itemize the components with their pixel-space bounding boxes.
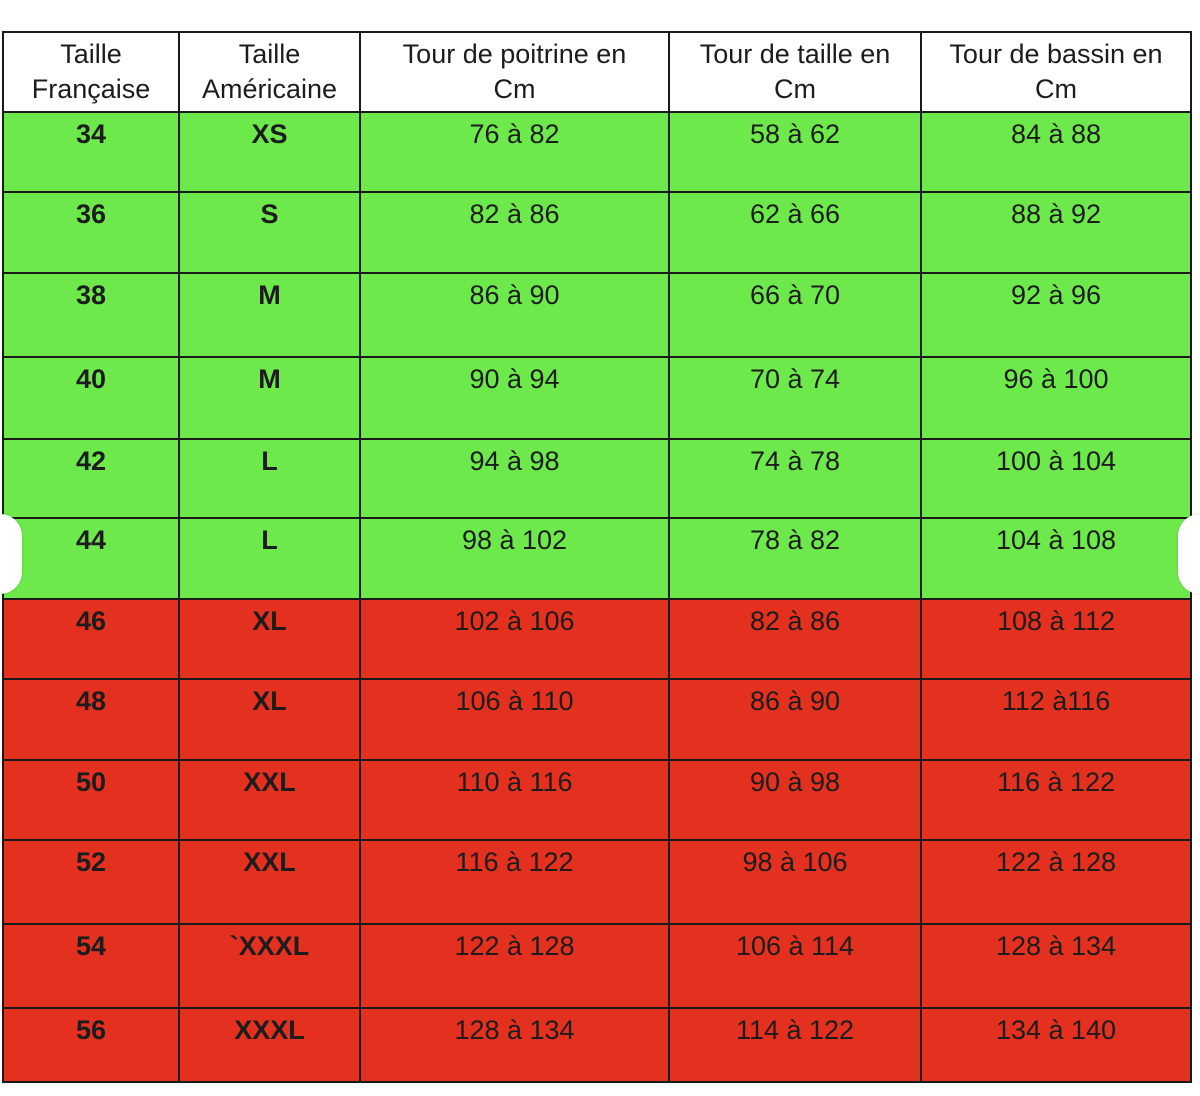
header-row: Taille Française Taille Américaine Tour …	[2, 31, 1192, 113]
size-chart-table: Taille Française Taille Américaine Tour …	[2, 31, 1192, 1083]
table-row: 42 L 94 à 98 74 à 78 100 à 104	[2, 438, 1192, 519]
cell-tour-de-bassin: 128 à 134	[920, 923, 1192, 1009]
cell-tour-de-taille: 114 à 122	[668, 1007, 922, 1083]
cell-taille-americaine: XXL	[178, 839, 361, 925]
cell-tour-de-bassin: 100 à 104	[920, 438, 1192, 519]
cell-taille-francaise: 50	[2, 759, 180, 841]
cell-tour-de-poitrine: 94 à 98	[359, 438, 670, 519]
header-line: Tour de poitrine en	[402, 39, 627, 69]
cell-tour-de-bassin: 108 à 112	[920, 598, 1192, 680]
header-line: Américaine	[201, 74, 338, 104]
cell-tour-de-poitrine: 106 à 110	[359, 678, 670, 761]
header-line: Cm	[1035, 74, 1077, 104]
cell-taille-francaise: 42	[2, 438, 180, 519]
table-row: 38 M 86 à 90 66 à 70 92 à 96	[2, 272, 1192, 358]
cell-tour-de-taille: 66 à 70	[668, 272, 922, 358]
cell-tour-de-taille: 106 à 114	[668, 923, 922, 1009]
cell-tour-de-taille: 70 à 74	[668, 356, 922, 440]
cell-tour-de-taille: 90 à 98	[668, 759, 922, 841]
cell-tour-de-taille: 86 à 90	[668, 678, 922, 761]
cell-taille-americaine: M	[178, 356, 361, 440]
cell-tour-de-taille: 58 à 62	[668, 111, 922, 193]
cell-tour-de-poitrine: 86 à 90	[359, 272, 670, 358]
cell-taille-americaine: XS	[178, 111, 361, 193]
cell-tour-de-bassin: 134 à 140	[920, 1007, 1192, 1083]
header-tour-de-bassin: Tour de bassin en Cm	[920, 31, 1192, 113]
table-row: 34 XS 76 à 82 58 à 62 84 à 88	[2, 111, 1192, 193]
cell-tour-de-bassin: 88 à 92	[920, 191, 1192, 274]
cell-tour-de-poitrine: 82 à 86	[359, 191, 670, 274]
cell-taille-francaise: 48	[2, 678, 180, 761]
cell-tour-de-poitrine: 110 à 116	[359, 759, 670, 841]
cell-tour-de-taille: 74 à 78	[668, 438, 922, 519]
cell-taille-francaise: 40	[2, 356, 180, 440]
header-tour-de-poitrine: Tour de poitrine en Cm	[359, 31, 670, 113]
cell-taille-francaise: 36	[2, 191, 180, 274]
table-row: 54 `XXXL 122 à 128 106 à 114 128 à 134	[2, 923, 1192, 1009]
previous-image-handle[interactable]	[0, 514, 22, 594]
table-row: 40 M 90 à 94 70 à 74 96 à 100	[2, 356, 1192, 440]
cell-tour-de-taille: 62 à 66	[668, 191, 922, 274]
cell-tour-de-poitrine: 76 à 82	[359, 111, 670, 193]
cell-tour-de-taille: 78 à 82	[668, 517, 922, 600]
cell-taille-americaine: M	[178, 272, 361, 358]
table-row: 50 XXL 110 à 116 90 à 98 116 à 122	[2, 759, 1192, 841]
header-line: Française	[31, 74, 151, 104]
cell-tour-de-bassin: 92 à 96	[920, 272, 1192, 358]
header-taille-americaine: Taille Américaine	[178, 31, 361, 113]
cell-taille-francaise: 46	[2, 598, 180, 680]
cell-tour-de-bassin: 116 à 122	[920, 759, 1192, 841]
cell-taille-francaise: 34	[2, 111, 180, 193]
cell-tour-de-poitrine: 90 à 94	[359, 356, 670, 440]
header-line: Cm	[493, 74, 536, 104]
cell-taille-americaine: XL	[178, 678, 361, 761]
cell-taille-francaise: 56	[2, 1007, 180, 1083]
header-tour-de-taille: Tour de taille en Cm	[668, 31, 922, 113]
header-line: Taille	[238, 39, 301, 69]
cell-tour-de-bassin: 84 à 88	[920, 111, 1192, 193]
table-row: 48 XL 106 à 110 86 à 90 112 à116	[2, 678, 1192, 761]
cell-tour-de-poitrine: 98 à 102	[359, 517, 670, 600]
table-row: 36 S 82 à 86 62 à 66 88 à 92	[2, 191, 1192, 274]
cell-tour-de-taille: 82 à 86	[668, 598, 922, 680]
cell-taille-americaine: L	[178, 517, 361, 600]
cell-taille-americaine: S	[178, 191, 361, 274]
table-row: 52 XXL 116 à 122 98 à 106 122 à 128	[2, 839, 1192, 925]
header-line: Tour de taille en	[699, 39, 891, 69]
cell-tour-de-bassin: 104 à 108	[920, 517, 1192, 600]
cell-taille-francaise: 38	[2, 272, 180, 358]
table-row: 46 XL 102 à 106 82 à 86 108 à 112	[2, 598, 1192, 680]
header-line: Taille	[60, 39, 122, 69]
cell-tour-de-poitrine: 116 à 122	[359, 839, 670, 925]
cell-tour-de-poitrine: 102 à 106	[359, 598, 670, 680]
cell-taille-francaise: 52	[2, 839, 180, 925]
cell-taille-americaine: L	[178, 438, 361, 519]
header-line: Cm	[774, 74, 816, 104]
header-line: Tour de bassin en	[949, 39, 1163, 69]
cell-taille-americaine: `XXXL	[178, 923, 361, 1009]
cell-tour-de-bassin: 122 à 128	[920, 839, 1192, 925]
cell-tour-de-poitrine: 128 à 134	[359, 1007, 670, 1083]
next-image-handle[interactable]	[1178, 514, 1200, 594]
header-taille-francaise: Taille Française	[2, 31, 180, 113]
cell-taille-americaine: XL	[178, 598, 361, 680]
cell-taille-americaine: XXXL	[178, 1007, 361, 1083]
cell-tour-de-bassin: 112 à116	[920, 678, 1192, 761]
cell-tour-de-poitrine: 122 à 128	[359, 923, 670, 1009]
cell-taille-americaine: XXL	[178, 759, 361, 841]
table-row: 44 L 98 à 102 78 à 82 104 à 108	[2, 517, 1192, 600]
cell-taille-francaise: 44	[2, 517, 180, 600]
cell-tour-de-taille: 98 à 106	[668, 839, 922, 925]
table-row: 56 XXXL 128 à 134 114 à 122 134 à 140	[2, 1007, 1192, 1083]
cell-taille-francaise: 54	[2, 923, 180, 1009]
cell-tour-de-bassin: 96 à 100	[920, 356, 1192, 440]
